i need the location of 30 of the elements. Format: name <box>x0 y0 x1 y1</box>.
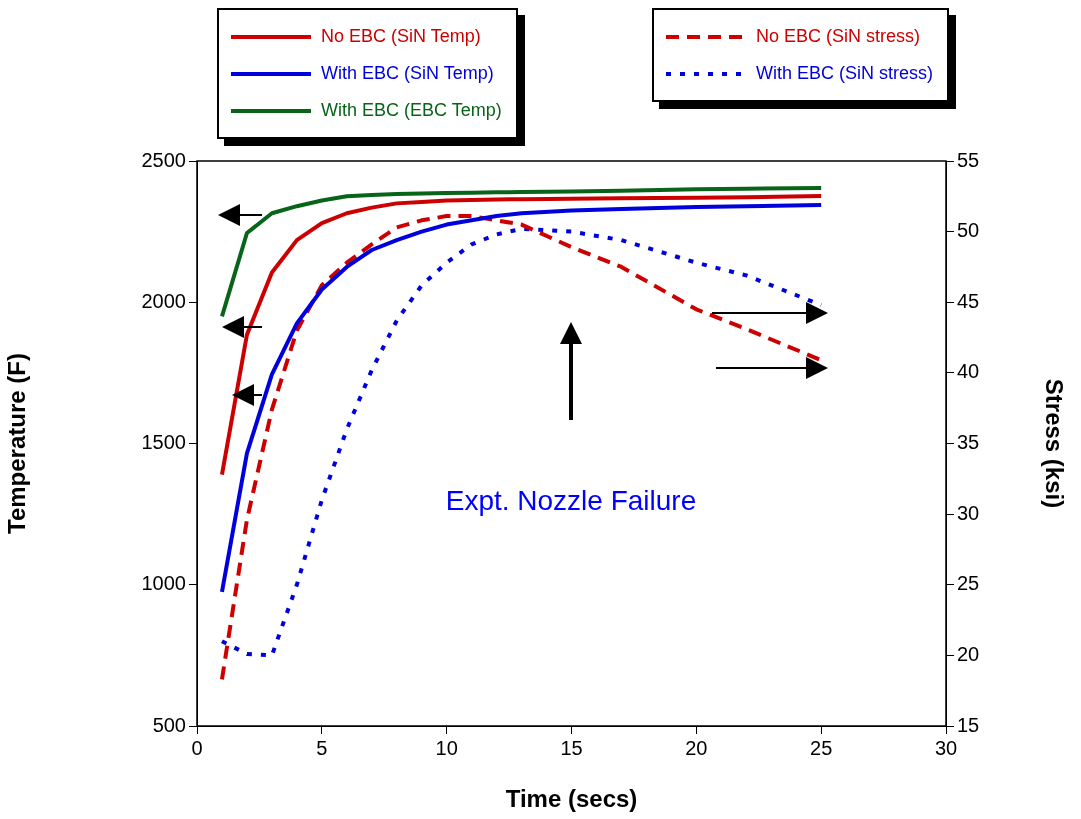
legend-label: With EBC (SiN stress) <box>756 63 934 84</box>
y2-tick-label: 20 <box>957 642 980 665</box>
y-tick-label: 500 <box>152 713 186 736</box>
y2-tick-label: 15 <box>957 713 980 736</box>
x-axis-title: Time (secs) <box>505 785 638 813</box>
x-tick-label: 0 <box>191 736 203 759</box>
y2-tick-label: 45 <box>957 289 980 312</box>
legend-label: No EBC (SiN stress) <box>756 26 921 47</box>
y-tick-label: 2000 <box>141 289 186 312</box>
legend-label: With EBC (SiN Temp) <box>321 63 494 84</box>
y2-tick-label: 25 <box>957 572 980 595</box>
annotation: Expt. Nozzle Failure <box>445 484 697 516</box>
y-tick-label: 1500 <box>141 431 186 454</box>
y2-tick-label: 35 <box>957 431 980 454</box>
x-tick-label: 20 <box>685 736 708 759</box>
y2-axis-title: Stress (ksi) <box>1040 378 1068 509</box>
y2-tick-label: 40 <box>957 360 980 383</box>
y-tick-label: 1000 <box>141 572 186 595</box>
y-tick-label: 2500 <box>141 148 186 171</box>
x-tick-label: 10 <box>435 736 458 759</box>
legend-label: With EBC (EBC Temp) <box>321 100 502 121</box>
y-axis-title: Temperature (F) <box>3 353 31 534</box>
y2-tick-label: 30 <box>957 501 980 524</box>
x-tick-label: 15 <box>560 736 583 759</box>
x-tick-label: 25 <box>810 736 833 759</box>
x-tick-label: 30 <box>934 736 958 759</box>
y2-tick-label: 55 <box>957 148 980 171</box>
y2-tick-label: 50 <box>957 219 980 242</box>
x-tick-label: 5 <box>316 736 328 759</box>
legend-label: No EBC (SiN Temp) <box>321 26 481 47</box>
